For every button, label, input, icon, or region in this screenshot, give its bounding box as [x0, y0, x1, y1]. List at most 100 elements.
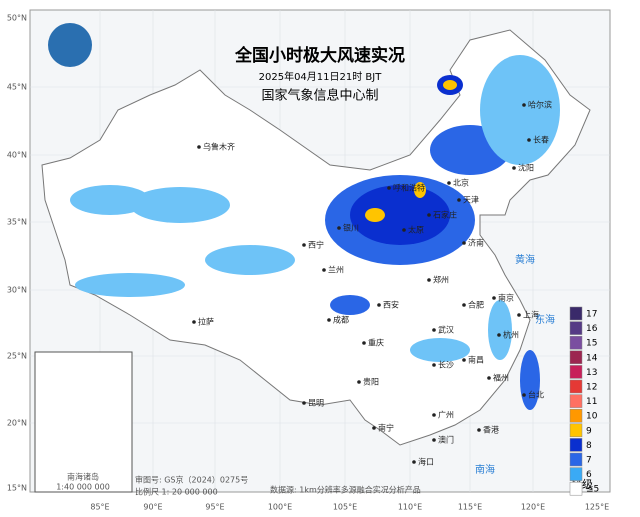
- legend-swatch: [569, 365, 583, 379]
- source-note: 数据源: 1km分辨率多源融合实况分析产品: [270, 485, 421, 495]
- city-dot: [527, 138, 531, 142]
- city-label: 长春: [533, 135, 549, 145]
- longitude-label: 100°E: [268, 503, 292, 512]
- city-label: 南京: [498, 293, 514, 303]
- legend-swatch: [569, 467, 583, 481]
- city-label: 济南: [468, 238, 484, 248]
- timestamp: 2025年04月11日21时 BJT: [259, 70, 383, 83]
- city-dot: [322, 268, 326, 272]
- latitude-label: 25°N: [7, 352, 27, 361]
- city-dot: [462, 241, 466, 245]
- city-dot: [462, 303, 466, 307]
- legend-swatch: [569, 379, 583, 394]
- city-dot: [447, 181, 451, 185]
- legend-label: 9: [586, 426, 592, 436]
- city-label: 乌鲁木齐: [203, 142, 235, 152]
- city-label: 上海: [523, 310, 539, 320]
- city-label: 石家庄: [433, 210, 457, 220]
- city-dot: [192, 320, 196, 324]
- sea-label: 南海: [475, 463, 495, 476]
- city-dot: [402, 228, 406, 232]
- city-dot: [487, 376, 491, 380]
- city-dot: [327, 318, 331, 322]
- city-dot: [517, 313, 521, 317]
- city-label: 西宁: [308, 240, 324, 250]
- legend-label: 6: [586, 470, 592, 480]
- city-dot: [427, 213, 431, 217]
- city-dot: [512, 166, 516, 170]
- city-dot: [372, 426, 376, 430]
- city-label: 沈阳: [518, 163, 534, 173]
- city-label: 拉萨: [198, 317, 214, 327]
- scale-note: 比例尺 1: 20 000 000: [135, 487, 218, 497]
- sea-label: 黄海: [515, 253, 535, 266]
- legend-label: 17: [586, 310, 597, 320]
- city-label: 天津: [463, 195, 479, 205]
- city-label: 合肥: [468, 300, 484, 310]
- city-label: 重庆: [368, 338, 384, 348]
- legend-label: 14: [586, 353, 598, 363]
- city-label: 澳门: [438, 435, 454, 445]
- city-label: 海口: [418, 457, 434, 467]
- longitude-label: 85°E: [90, 503, 109, 512]
- logo: [48, 23, 92, 67]
- agency: 国家气象信息中心制: [261, 88, 378, 104]
- city-label: 太原: [408, 225, 424, 235]
- longitude-label: 120°E: [521, 503, 545, 512]
- city-label: 贵阳: [363, 377, 379, 387]
- city-label: 南宁: [378, 423, 394, 433]
- latitude-label: 35°N: [7, 218, 27, 227]
- approval-note: 审图号: GS京（2024）0275号: [135, 475, 248, 485]
- city-label: 长沙: [438, 360, 454, 370]
- legend-label: ≤5: [586, 485, 599, 495]
- city-label: 郑州: [433, 275, 449, 285]
- wind-areas: [70, 55, 560, 410]
- latitude-label: 30°N: [7, 286, 27, 295]
- inset-scale: 1:40 000 000: [56, 483, 110, 492]
- latitude-label: 15°N: [7, 484, 27, 493]
- longitude-label: 90°E: [143, 503, 162, 512]
- city-label: 广州: [438, 410, 454, 420]
- city-label: 杭州: [503, 330, 519, 340]
- city-dot: [197, 145, 201, 149]
- city-dot: [522, 103, 526, 107]
- legend-label: 8: [586, 441, 592, 451]
- city-label: 兰州: [328, 265, 344, 275]
- longitude-label: 95°E: [205, 503, 224, 512]
- legend-label: 10: [586, 412, 598, 422]
- title: 全国小时极大风速实况: [234, 45, 405, 66]
- city-dot: [462, 358, 466, 362]
- legend-swatch: [569, 423, 583, 438]
- legend-label: 12: [586, 383, 597, 393]
- inset-title: 南海诸岛: [67, 472, 99, 482]
- longitude-label: 105°E: [333, 503, 357, 512]
- legend-label: 7: [586, 456, 592, 466]
- latitude-label: 40°N: [7, 151, 27, 160]
- city-label: 南昌: [468, 355, 484, 365]
- city-dot: [302, 243, 306, 247]
- longitude-label: 115°E: [458, 503, 482, 512]
- city-label: 银川: [343, 223, 359, 233]
- latitude-label: 45°N: [7, 83, 27, 92]
- legend-label: 15: [586, 339, 597, 349]
- city-dot: [432, 328, 436, 332]
- sea-label: 东海: [535, 313, 555, 326]
- legend-label: 16: [586, 324, 598, 334]
- city-dot: [497, 333, 501, 337]
- city-dot: [362, 341, 366, 345]
- legend-swatch: [569, 321, 583, 335]
- city-dot: [377, 303, 381, 307]
- city-dot: [412, 460, 416, 464]
- city-label: 台北: [528, 390, 544, 400]
- city-label: 福州: [493, 374, 509, 383]
- city-label: 哈尔滨: [528, 100, 552, 110]
- city-dot: [432, 413, 436, 417]
- latitude-label: 20°N: [7, 419, 27, 428]
- legend-swatch: [569, 481, 583, 496]
- city-label: 西安: [383, 300, 399, 310]
- city-dot: [432, 438, 436, 442]
- city-label: 呼和浩特: [393, 183, 425, 193]
- legend-swatch: [569, 350, 583, 365]
- city-dot: [492, 296, 496, 300]
